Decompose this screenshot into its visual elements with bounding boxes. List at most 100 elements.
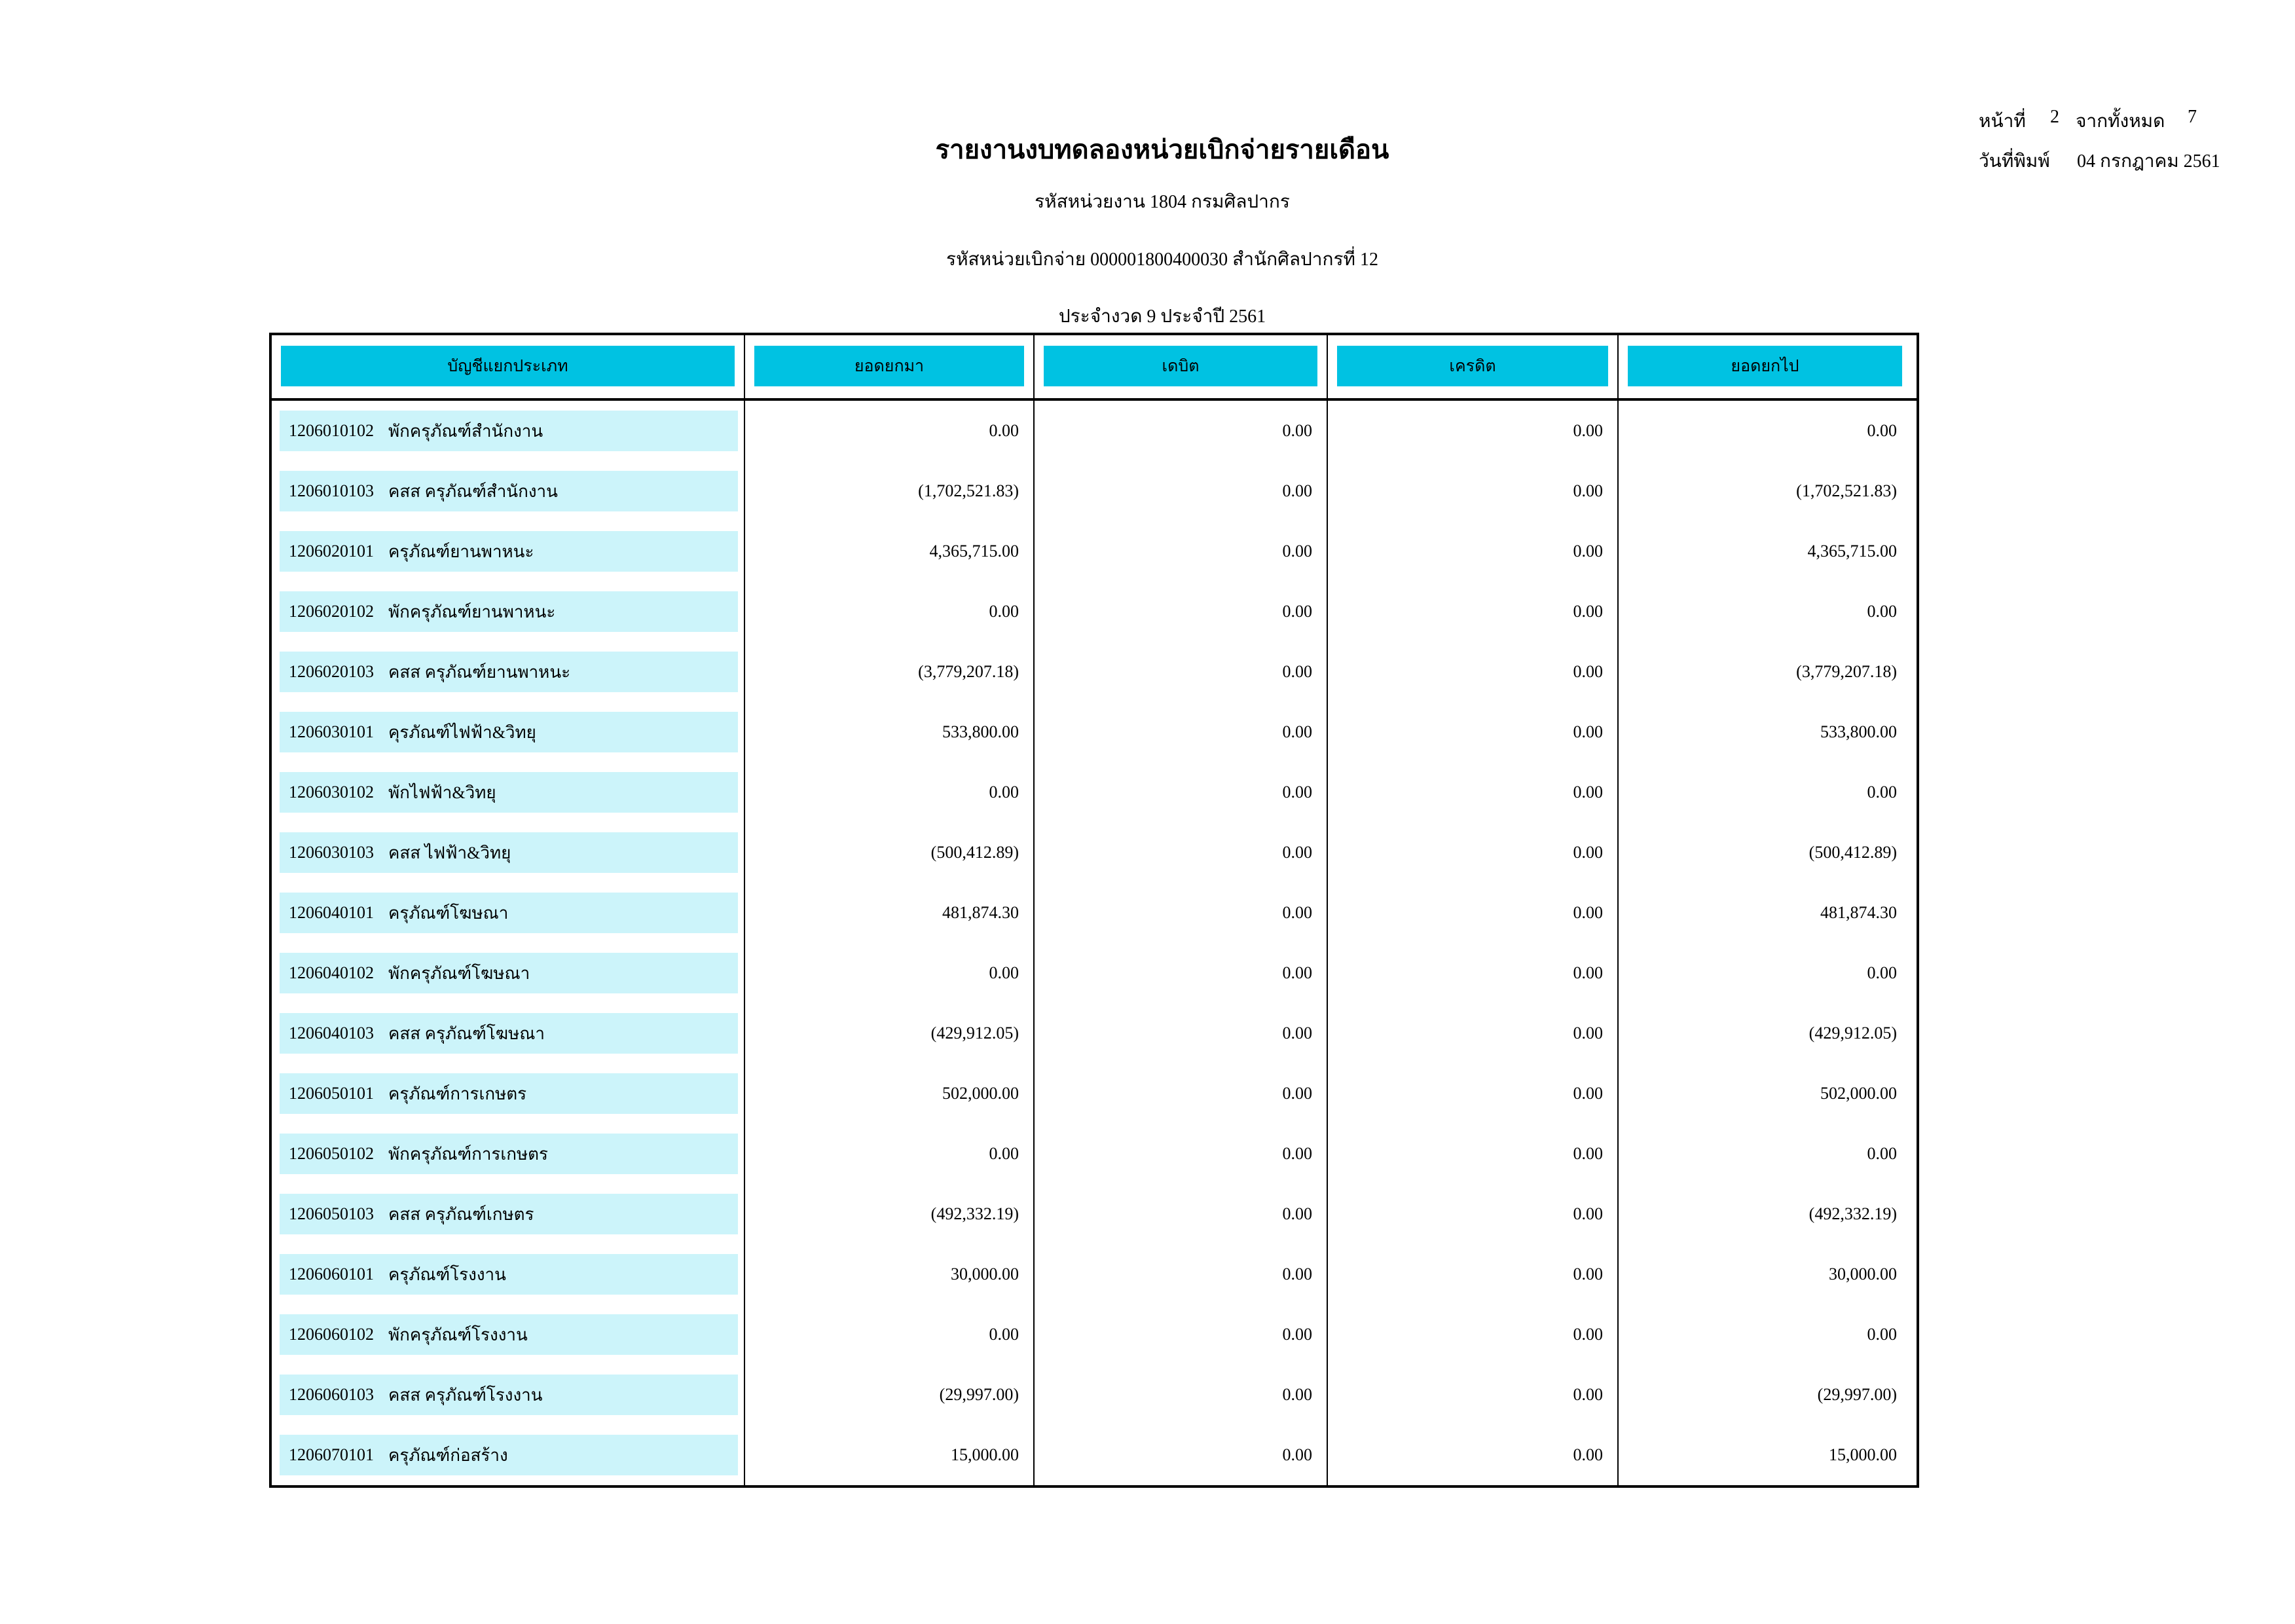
amount-closing: 15,000.00 <box>1829 1445 1897 1464</box>
amount-credit: 0.00 <box>1328 581 1619 642</box>
account-band: 1206020102 พักครุภัณฑ์ยานพาหนะ <box>280 591 738 632</box>
account-code: 1206040103 <box>289 1024 374 1043</box>
account-cell: 1206010102 พักครุภัณฑ์สำนักงาน <box>272 401 745 461</box>
table-row: 1206060103 คสส ครุภัณฑ์โรงงาน (29,997.00… <box>272 1365 1917 1425</box>
account-name: พักครุภัณฑ์สำนักงาน <box>388 421 543 441</box>
account-cell: 1206050101 ครุภัณฑ์การเกษตร <box>272 1063 745 1124</box>
amount-credit: 0.00 <box>1328 1063 1619 1124</box>
table-body: 1206010102 พักครุภัณฑ์สำนักงาน 0.00 0.00… <box>272 401 1917 1485</box>
amount-credit: 0.00 <box>1328 401 1619 461</box>
account-band: 1206040102 พักครุภัณฑ์โฆษณา <box>280 953 738 993</box>
amount-closing: 0.00 <box>1867 602 1898 621</box>
header-label-debit: เดบิต <box>1044 346 1317 386</box>
amount-opening: 15,000.00 <box>745 1425 1035 1485</box>
account-name: ครุภัณฑ์โฆษณา <box>388 903 509 923</box>
header-label-opening: ยอดยกมา <box>754 346 1024 386</box>
account-name: พักครุภัณฑ์โรงงาน <box>388 1325 528 1344</box>
total-pages-value: 7 <box>2188 107 2197 127</box>
account-code: 1206070101 <box>289 1445 374 1464</box>
account-band: 1206060101 ครุภัณฑ์โรงงาน <box>280 1254 738 1295</box>
account-name: ครุภัณฑ์ยานพาหนะ <box>388 542 534 561</box>
table-row: 1206040101 ครุภัณฑ์โฆษณา 481,874.30 0.00… <box>272 883 1917 943</box>
amount-closing: 533,800.00 <box>1820 722 1897 741</box>
amount-opening: 30,000.00 <box>745 1244 1035 1304</box>
table-row: 1206020102 พักครุภัณฑ์ยานพาหนะ 0.00 0.00… <box>272 581 1917 642</box>
account-band: 1206050103 คสส ครุภัณฑ์เกษตร <box>280 1194 738 1234</box>
account-code: 1206040102 <box>289 963 374 982</box>
amount-closing: 0.00 <box>1867 963 1898 982</box>
account-code: 1206020102 <box>289 602 374 621</box>
total-pages-label: จากทั้งหมด <box>2076 111 2165 132</box>
account-code: 1206030103 <box>289 843 374 862</box>
account-cell: 1206020103 คสส ครุภัณฑ์ยานพาหนะ <box>272 642 745 702</box>
amount-opening: (492,332.19) <box>745 1184 1035 1244</box>
table-row: 1206030102 พักไฟฟ้า&วิทยุ 0.00 0.00 0.00… <box>272 762 1917 822</box>
account-name: คสส ครุภัณฑ์เกษตร <box>388 1204 534 1224</box>
account-code: 1206050102 <box>289 1144 374 1163</box>
amount-credit: 0.00 <box>1328 642 1619 702</box>
amount-opening: 0.00 <box>745 943 1035 1003</box>
account-code: 1206050103 <box>289 1204 374 1223</box>
header-cell-opening: ยอดยกมา <box>745 335 1035 398</box>
table-row: 1206060102 พักครุภัณฑ์โรงงาน 0.00 0.00 0… <box>272 1304 1917 1365</box>
table-row: 1206030103 คสส ไฟฟ้า&วิทยุ (500,412.89) … <box>272 822 1917 883</box>
amount-credit: 0.00 <box>1328 461 1619 521</box>
amount-credit: 0.00 <box>1328 1304 1619 1365</box>
account-name: พักครุภัณฑ์ยานพาหนะ <box>388 602 556 621</box>
amount-credit: 0.00 <box>1328 521 1619 581</box>
account-cell: 1206050103 คสส ครุภัณฑ์เกษตร <box>272 1184 745 1244</box>
amount-opening: (1,702,521.83) <box>745 461 1035 521</box>
amount-debit: 0.00 <box>1035 822 1328 883</box>
account-band: 1206010103 คสส ครุภัณฑ์สำนักงาน <box>280 471 738 511</box>
amount-credit: 0.00 <box>1328 1244 1619 1304</box>
table-row: 1206050102 พักครุภัณฑ์การเกษตร 0.00 0.00… <box>272 1124 1917 1184</box>
account-code: 1206020101 <box>289 542 374 561</box>
amount-opening: 0.00 <box>745 1304 1035 1365</box>
table-row: 1206020103 คสส ครุภัณฑ์ยานพาหนะ (3,779,2… <box>272 642 1917 702</box>
header-cell-closing: ยอดยกไป <box>1619 335 1911 398</box>
header-label-closing: ยอดยกไป <box>1628 346 1902 386</box>
amount-credit: 0.00 <box>1328 762 1619 822</box>
amount-opening: 0.00 <box>745 581 1035 642</box>
amount-opening: 0.00 <box>745 762 1035 822</box>
amount-debit: 0.00 <box>1035 581 1328 642</box>
account-cell: 1206060101 ครุภัณฑ์โรงงาน <box>272 1244 745 1304</box>
account-code: 1206020103 <box>289 662 374 681</box>
table-row: 1206050101 ครุภัณฑ์การเกษตร 502,000.00 0… <box>272 1063 1917 1124</box>
amount-debit: 0.00 <box>1035 642 1328 702</box>
account-band: 1206040101 ครุภัณฑ์โฆษณา <box>280 893 738 933</box>
account-cell: 1206030101 คุรภัณฑ์ไฟฟ้า&วิทยุ <box>272 702 745 762</box>
amount-closing: 30,000.00 <box>1829 1264 1897 1283</box>
table-row: 1206070101 ครุภัณฑ์ก่อสร้าง 15,000.00 0.… <box>272 1425 1917 1485</box>
account-band: 1206050101 ครุภัณฑ์การเกษตร <box>280 1073 738 1114</box>
amount-closing: 0.00 <box>1867 1325 1898 1344</box>
account-code: 1206060102 <box>289 1325 374 1344</box>
amount-opening: 502,000.00 <box>745 1063 1035 1124</box>
amount-debit: 0.00 <box>1035 521 1328 581</box>
amount-closing: (1,702,521.83) <box>1796 481 1897 500</box>
amount-debit: 0.00 <box>1035 883 1328 943</box>
header-cell-credit: เครดิต <box>1328 335 1619 398</box>
account-code: 1206050101 <box>289 1084 374 1103</box>
amount-debit: 0.00 <box>1035 1063 1328 1124</box>
account-cell: 1206060102 พักครุภัณฑ์โรงงาน <box>272 1304 745 1365</box>
account-name: ครุภัณฑ์โรงงาน <box>388 1264 506 1284</box>
amount-closing: (500,412.89) <box>1808 843 1897 862</box>
account-name: คสส ครุภัณฑ์สำนักงาน <box>388 481 558 501</box>
account-name: พักไฟฟ้า&วิทยุ <box>388 783 496 802</box>
account-name: คสส ครุภัณฑ์โฆษณา <box>388 1024 545 1043</box>
amount-credit: 0.00 <box>1328 1124 1619 1184</box>
account-band: 1206040103 คสส ครุภัณฑ์โฆษณา <box>280 1013 738 1054</box>
amount-closing: 4,365,715.00 <box>1807 542 1898 561</box>
account-cell: 1206010103 คสส ครุภัณฑ์สำนักงาน <box>272 461 745 521</box>
amount-opening: (500,412.89) <box>745 822 1035 883</box>
amount-credit: 0.00 <box>1328 1425 1619 1485</box>
account-name: ครุภัณฑ์ก่อสร้าง <box>388 1445 508 1465</box>
table-row: 1206020101 ครุภัณฑ์ยานพาหนะ 4,365,715.00… <box>272 521 1917 581</box>
table-row: 1206040103 คสส ครุภัณฑ์โฆษณา (429,912.05… <box>272 1003 1917 1063</box>
amount-debit: 0.00 <box>1035 1244 1328 1304</box>
table-row: 1206060101 ครุภัณฑ์โรงงาน 30,000.00 0.00… <box>272 1244 1917 1304</box>
account-band: 1206020101 ครุภัณฑ์ยานพาหนะ <box>280 531 738 572</box>
amount-opening: 4,365,715.00 <box>745 521 1035 581</box>
amount-debit: 0.00 <box>1035 1184 1328 1244</box>
